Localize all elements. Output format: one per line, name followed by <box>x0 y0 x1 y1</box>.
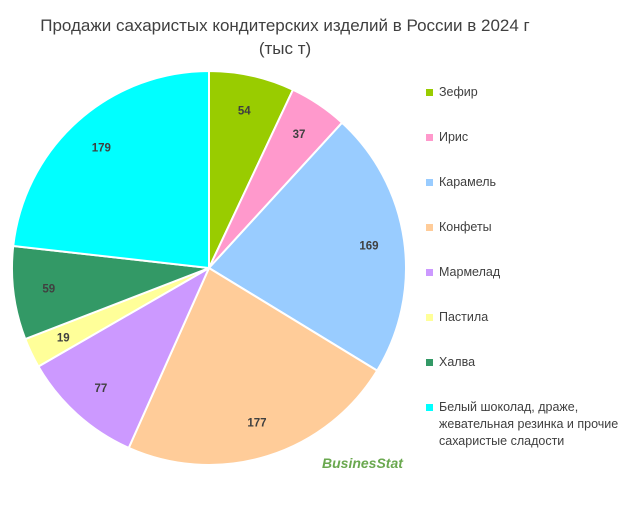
legend-item-2: Карамель <box>426 174 619 191</box>
legend-label: Пастила <box>439 310 489 324</box>
legend-label: Ирис <box>439 130 469 144</box>
legend-item-1: Ирис <box>426 129 619 146</box>
data-label-3: 177 <box>247 417 266 429</box>
chart-title: Продажи сахаристых кондитерских изделий … <box>40 16 530 35</box>
pie-slice-7 <box>12 69 210 270</box>
legend-swatch <box>426 134 433 141</box>
legend-label: Халва <box>439 355 476 369</box>
legend-item-5: Пастила <box>426 309 619 326</box>
chart-title-block: Продажи сахаристых кондитерских изделий … <box>0 14 570 60</box>
legend-swatch <box>426 89 433 96</box>
pie-slice-4 <box>37 265 212 450</box>
legend-label: Мармелад <box>439 265 501 279</box>
pie-slice-3 <box>127 266 379 466</box>
legend-item-6: Халва <box>426 354 619 371</box>
legend-item-4: Мармелад <box>426 264 619 281</box>
pie-slice-2 <box>207 121 407 373</box>
legend-swatch <box>426 224 433 231</box>
data-label-6: 59 <box>42 284 55 296</box>
legend-item-3: Конфеты <box>426 219 619 236</box>
data-label-2: 169 <box>359 240 378 252</box>
data-label-1: 37 <box>293 129 306 141</box>
legend-label: Конфеты <box>439 220 492 234</box>
legend-label: Карамель <box>439 175 497 189</box>
legend-label: Белый шоколад, драже, жевательная резинк… <box>439 400 619 448</box>
legend-swatch <box>426 269 433 276</box>
data-label-4: 77 <box>94 383 107 395</box>
legend-item-7: Белый шоколад, драже, жевательная резинк… <box>426 399 619 450</box>
legend-label: Зефир <box>439 85 478 99</box>
pie-slice-6 <box>11 244 210 341</box>
legend-swatch <box>426 404 433 411</box>
legend-item-0: Зефир <box>426 84 619 101</box>
legend-swatch <box>426 359 433 366</box>
data-label-5: 19 <box>57 333 70 345</box>
data-label-7: 179 <box>92 143 111 155</box>
chart-subtitle: (тыс т) <box>258 39 312 58</box>
businesstat-logo: BusinesStat <box>322 455 403 471</box>
legend-swatch <box>426 314 433 321</box>
data-label-0: 54 <box>238 105 251 117</box>
legend-swatch <box>426 179 433 186</box>
